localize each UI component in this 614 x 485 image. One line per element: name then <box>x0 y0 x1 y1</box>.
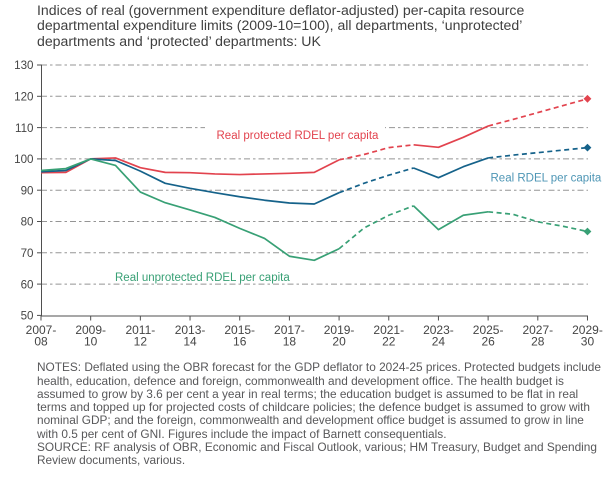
svg-text:2021-: 2021- <box>373 323 404 337</box>
svg-text:Real protected RDEL per capita: Real protected RDEL per capita <box>217 130 380 142</box>
svg-text:2007-: 2007- <box>26 323 57 337</box>
svg-text:2011-: 2011- <box>125 323 155 337</box>
svg-text:50: 50 <box>21 310 34 323</box>
svg-text:30: 30 <box>581 335 595 349</box>
svg-text:22: 22 <box>382 335 396 349</box>
svg-text:18: 18 <box>283 335 297 349</box>
svg-text:130: 130 <box>14 59 33 72</box>
svg-text:Real RDEL per capita: Real RDEL per capita <box>491 173 602 185</box>
svg-text:2027-: 2027- <box>522 323 553 337</box>
svg-text:70: 70 <box>21 247 34 260</box>
svg-text:24: 24 <box>432 335 446 349</box>
svg-text:2023-: 2023- <box>423 323 454 337</box>
svg-text:110: 110 <box>15 122 33 135</box>
svg-text:26: 26 <box>481 335 495 349</box>
svg-text:60: 60 <box>21 278 34 291</box>
svg-text:12: 12 <box>134 335 148 349</box>
svg-text:28: 28 <box>531 335 545 349</box>
svg-text:14: 14 <box>183 335 197 349</box>
svg-text:90: 90 <box>21 184 34 197</box>
svg-text:16: 16 <box>233 335 247 349</box>
svg-text:2025-: 2025- <box>473 323 504 337</box>
svg-text:20: 20 <box>332 335 346 349</box>
svg-text:Real unprotected RDEL per capi: Real unprotected RDEL per capita <box>115 272 290 284</box>
svg-text:80: 80 <box>21 216 34 229</box>
svg-text:2017-: 2017- <box>274 323 305 337</box>
svg-text:2029-: 2029- <box>572 323 603 337</box>
svg-text:10: 10 <box>84 335 98 349</box>
svg-text:2015-: 2015- <box>224 323 255 337</box>
svg-text:08: 08 <box>34 335 48 349</box>
svg-text:120: 120 <box>14 91 33 104</box>
svg-text:2013-: 2013- <box>175 323 206 337</box>
svg-text:2009-: 2009- <box>75 323 106 337</box>
svg-text:2019-: 2019- <box>324 323 355 337</box>
svg-text:100: 100 <box>14 153 33 166</box>
